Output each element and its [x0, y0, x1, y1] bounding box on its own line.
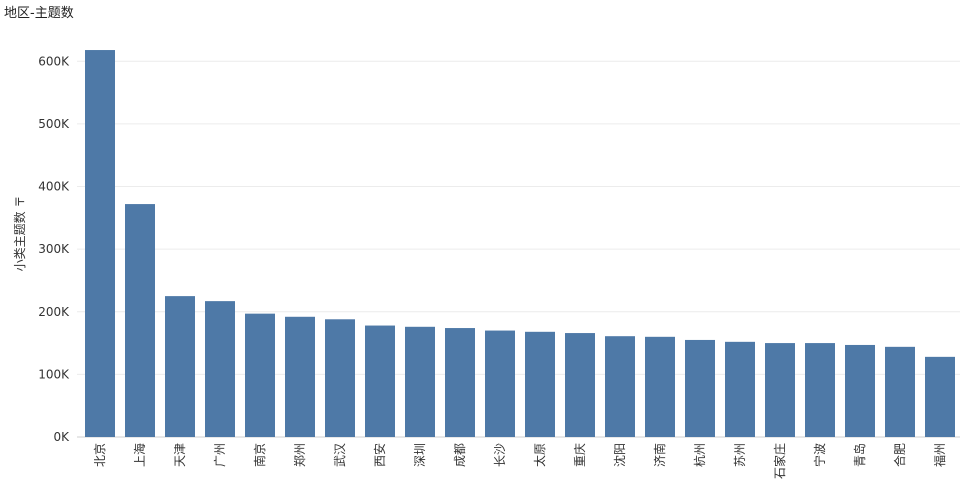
bar-福州[interactable]	[925, 356, 955, 437]
x-tick-label: 北京	[93, 443, 107, 467]
bar-杭州[interactable]	[685, 339, 715, 437]
bar-郑州[interactable]	[285, 316, 315, 437]
x-tick-label: 苏州	[733, 443, 747, 467]
bar-合肥[interactable]	[885, 346, 915, 437]
y-axis-label: 小类主题数 〒	[12, 196, 27, 272]
x-tick-label: 天津	[173, 443, 187, 467]
y-tick-label: 300K	[38, 242, 70, 256]
bar-青岛[interactable]	[845, 344, 875, 437]
bar-西安[interactable]	[365, 325, 395, 437]
bar-宁波[interactable]	[805, 343, 835, 437]
y-tick-label: 500K	[38, 117, 70, 131]
bar-太原[interactable]	[525, 331, 555, 437]
bar-南京[interactable]	[245, 313, 275, 437]
x-tick-label: 杭州	[692, 443, 707, 467]
x-tick-label: 青岛	[852, 443, 867, 467]
y-tick-label: 200K	[38, 305, 70, 319]
x-tick-label: 广州	[213, 443, 227, 467]
bar-成都[interactable]	[445, 328, 475, 437]
bar-沈阳[interactable]	[605, 336, 635, 437]
bar-深圳[interactable]	[405, 326, 435, 437]
bar-天津[interactable]	[165, 296, 195, 437]
y-tick-label: 0K	[53, 430, 70, 444]
x-tick-label: 武汉	[333, 443, 347, 467]
x-tick-label: 深圳	[413, 443, 427, 467]
x-tick-label: 太原	[532, 443, 547, 467]
x-tick-label: 西安	[372, 443, 387, 467]
bar-苏州[interactable]	[725, 341, 755, 437]
bar-上海[interactable]	[125, 204, 155, 437]
x-tick-label: 石家庄	[772, 443, 787, 479]
x-tick-label: 长沙	[493, 443, 507, 467]
x-tick-label: 上海	[132, 443, 147, 467]
x-tick-label: 重庆	[573, 443, 587, 467]
x-tick-label: 郑州	[292, 443, 307, 467]
y-tick-label: 400K	[38, 180, 70, 194]
x-tick-label: 合肥	[892, 443, 907, 467]
y-tick-label: 100K	[38, 367, 70, 381]
bar-石家庄[interactable]	[765, 343, 795, 437]
x-tick-label: 沈阳	[612, 443, 627, 467]
bar-武汉[interactable]	[325, 319, 355, 437]
chart-title: 地区-主题数	[4, 6, 74, 21]
x-tick-label: 福州	[932, 443, 947, 467]
y-tick-label: 600K	[38, 54, 70, 68]
x-tick-label: 宁波	[812, 443, 827, 467]
x-tick-label: 成都	[453, 443, 467, 467]
bar-重庆[interactable]	[565, 333, 595, 437]
bar-济南[interactable]	[645, 336, 675, 437]
bar-北京[interactable]	[85, 50, 115, 437]
x-tick-label: 济南	[652, 443, 667, 467]
bar-广州[interactable]	[205, 301, 235, 437]
x-tick-label: 南京	[252, 443, 267, 467]
bar-长沙[interactable]	[485, 330, 515, 437]
